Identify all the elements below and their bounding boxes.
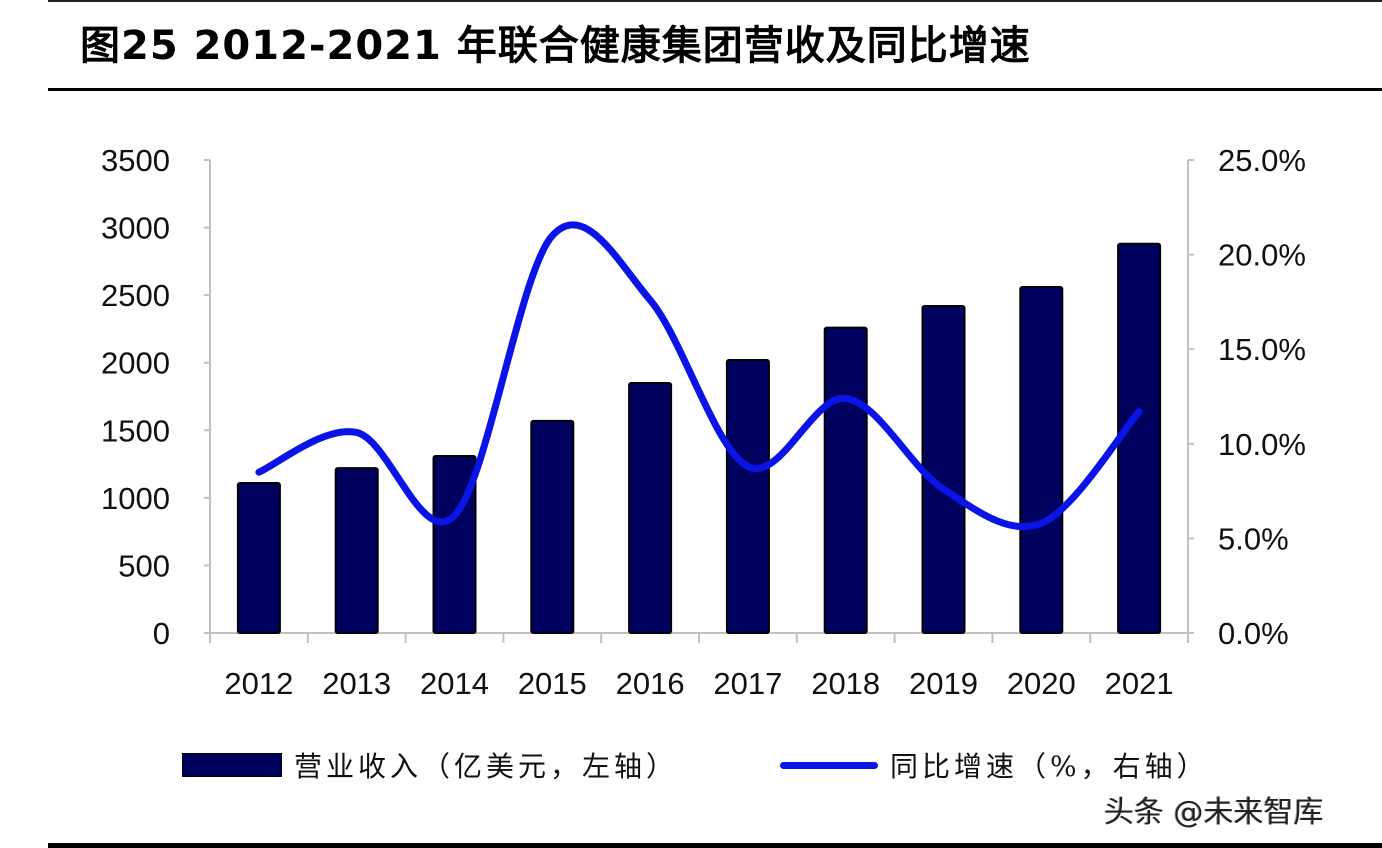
revenue-bar <box>334 467 379 634</box>
right-axis-tick-label: 20.0% <box>1218 238 1306 273</box>
right-y-axis: 0.0% 5.0% 10.0% 15.0% 20.0% 25.0% <box>1187 143 1306 651</box>
x-axis-tick-label: 2014 <box>420 666 489 701</box>
line-swatch-icon <box>780 761 878 769</box>
x-axis-tick-label: 2015 <box>518 666 587 701</box>
revenue-bar <box>1019 286 1064 634</box>
growth-rate-line <box>255 221 1143 531</box>
right-axis-tick-label: 10.0% <box>1218 427 1306 462</box>
right-axis-tick-label: 5.0% <box>1218 521 1289 556</box>
revenue-bars <box>236 242 1162 634</box>
right-axis-tick-label: 25.0% <box>1218 143 1306 178</box>
x-axis-tick-label: 2018 <box>811 666 880 701</box>
x-axis-tick-label: 2019 <box>909 666 978 701</box>
left-axis-tick-label: 3500 <box>101 143 170 178</box>
x-axis-tick-label: 2020 <box>1007 666 1076 701</box>
revenue-bar <box>530 419 575 634</box>
revenue-bar <box>236 481 281 634</box>
bar-swatch-icon <box>182 753 282 777</box>
right-axis-tick-label: 0.0% <box>1218 616 1289 651</box>
x-axis-tick-label: 2012 <box>224 666 293 701</box>
left-axis-tick-label: 1000 <box>101 481 170 516</box>
legend-label-revenue: 营业收入（亿美元，左轴） <box>294 750 679 783</box>
left-axis-tick-label: 2500 <box>101 278 170 313</box>
left-axis-tick-label: 1500 <box>101 413 170 448</box>
legend-item-growth: 同比增速（%，右轴） <box>780 748 1209 783</box>
chart-title: 图25 2012-2021 年联合健康集团营收及同比增速 <box>80 23 1031 69</box>
left-axis-tick-label: 500 <box>118 548 170 583</box>
revenue-bar <box>921 304 966 634</box>
revenue-bar <box>1117 242 1162 634</box>
revenue-bar <box>725 359 770 634</box>
watermark: 头条 @未来智库 <box>1104 795 1324 830</box>
right-axis-tick-label: 15.0% <box>1218 332 1306 367</box>
legend-item-revenue: 营业收入（亿美元，左轴） <box>182 748 679 783</box>
legend-label-growth: 同比增速（%，右轴） <box>890 750 1209 783</box>
left-axis-tick-label: 2000 <box>101 346 170 381</box>
left-axis-tick-label: 3000 <box>101 211 170 246</box>
bottom-rule <box>48 843 1382 848</box>
x-axis-tick-label: 2017 <box>713 666 782 701</box>
x-axis: 2012 2013 2014 2015 2016 2017 2018 2019 2020 2021 <box>204 632 1189 701</box>
x-axis-tick-label: 2013 <box>322 666 391 701</box>
revenue-bar <box>823 326 868 634</box>
left-axis-tick-label: 0 <box>153 616 170 651</box>
title-rule <box>48 88 1382 91</box>
top-border <box>48 0 1382 2</box>
revenue-bar <box>628 381 673 634</box>
x-axis-tick-label: 2021 <box>1105 666 1174 701</box>
x-axis-tick-label: 2016 <box>616 666 685 701</box>
left-y-axis: 0 500 1000 1500 2000 2500 3000 3500 <box>101 143 211 651</box>
